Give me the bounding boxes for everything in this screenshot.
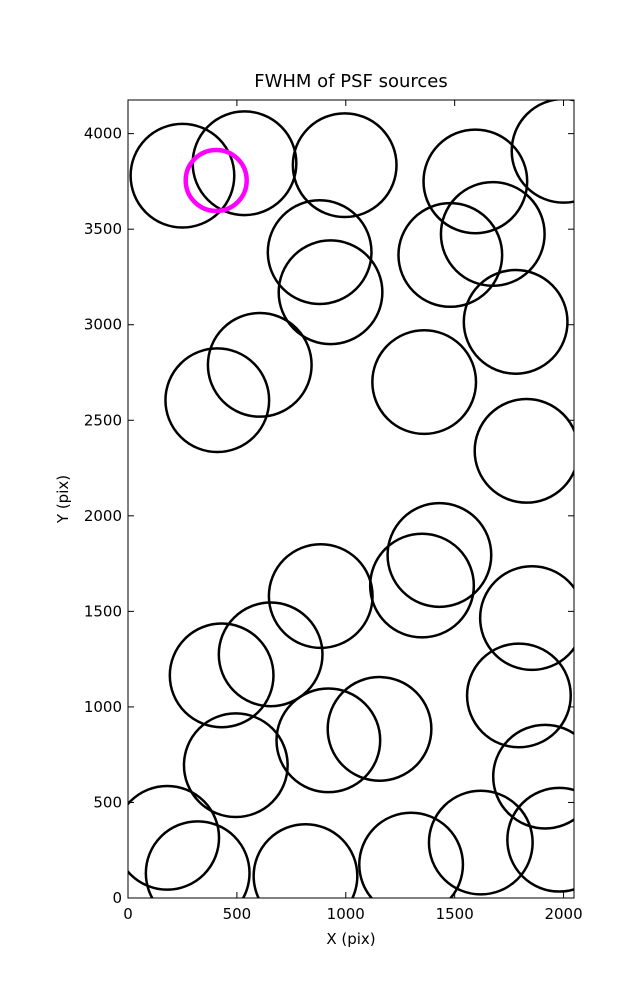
psf-circle xyxy=(358,811,465,898)
psf-circle xyxy=(252,822,359,898)
psf-circle xyxy=(168,622,275,729)
x-tick-label: 500 xyxy=(223,905,252,923)
x-tick-label: 1000 xyxy=(327,905,365,923)
psf-circle xyxy=(217,601,324,708)
plot-area xyxy=(128,100,574,898)
y-tick-label: 0 xyxy=(112,889,122,907)
y-tick-label: 3000 xyxy=(84,316,122,334)
psf-circle xyxy=(275,687,382,794)
psf-circle xyxy=(206,311,313,418)
y-tick-label: 2000 xyxy=(84,507,122,525)
psf-circle xyxy=(277,239,384,346)
psf-circle xyxy=(473,397,574,504)
psf-circle xyxy=(266,199,373,306)
psf-circle xyxy=(397,201,504,309)
psf-circle xyxy=(427,789,534,896)
psf-circle xyxy=(267,542,374,650)
psf-circle xyxy=(183,147,249,214)
y-tick-label: 2500 xyxy=(84,411,122,429)
psf-circle xyxy=(422,128,529,235)
psf-circle xyxy=(506,786,574,893)
psf-circle xyxy=(465,642,572,749)
y-axis-label: Y (pix) xyxy=(54,475,72,524)
y-tick-label: 1500 xyxy=(84,602,122,620)
psf-circle xyxy=(144,820,251,898)
psf-circle xyxy=(191,110,298,217)
y-tick-label: 3500 xyxy=(84,220,122,238)
psf-circle xyxy=(182,712,289,819)
psf-circle xyxy=(291,112,398,219)
x-tick-label: 2000 xyxy=(544,905,582,923)
psf-circle xyxy=(368,532,476,639)
psf-circle xyxy=(128,784,221,891)
psf-circle xyxy=(491,723,574,830)
y-tick-label: 500 xyxy=(93,793,122,811)
psf-circle xyxy=(386,501,493,609)
y-tick-label: 4000 xyxy=(84,125,122,143)
psf-circle xyxy=(462,268,569,375)
psf-circle xyxy=(439,180,546,288)
psf-circle xyxy=(164,347,271,454)
x-tick-label: 0 xyxy=(123,905,133,923)
x-axis-label: X (pix) xyxy=(326,930,375,948)
psf-circle xyxy=(129,122,236,229)
axes-frame xyxy=(127,99,575,899)
psf-circle xyxy=(326,675,433,782)
x-tick-label: 1500 xyxy=(436,905,474,923)
psf-circle xyxy=(371,328,478,436)
chart-title: FWHM of PSF sources xyxy=(254,71,448,92)
y-tick-label: 1000 xyxy=(84,698,122,716)
psf-circle xyxy=(510,100,574,204)
psf-circle xyxy=(478,564,574,672)
